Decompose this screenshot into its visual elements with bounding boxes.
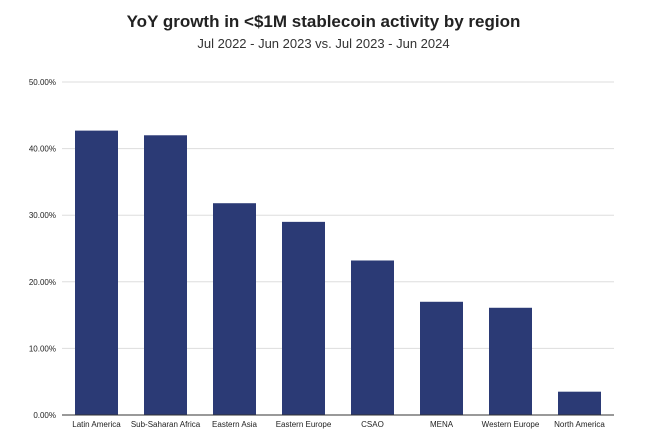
bar	[144, 135, 187, 415]
x-tick-label: Eastern Europe	[276, 420, 332, 429]
y-tick-label: 40.00%	[29, 145, 56, 154]
chart-subtitle: Jul 2022 - Jun 2023 vs. Jul 2023 - Jun 2…	[197, 36, 450, 51]
y-tick-label: 0.00%	[33, 411, 56, 420]
y-axis: 0.00% 10.00% 20.00% 30.00% 40.00% 50.00%	[29, 78, 56, 420]
x-tick-label: Western Europe	[482, 420, 540, 429]
x-tick-label: Sub-Saharan Africa	[131, 420, 201, 429]
x-tick-label: CSAO	[361, 420, 384, 429]
x-tick-label: MENA	[430, 420, 454, 429]
y-tick-label: 30.00%	[29, 211, 56, 220]
x-tick-label: Eastern Asia	[212, 420, 257, 429]
x-tick-label: Latin America	[72, 420, 121, 429]
y-tick-label: 20.00%	[29, 278, 56, 287]
bar	[75, 130, 118, 416]
y-tick-label: 10.00%	[29, 344, 56, 353]
x-axis: Latin America Sub-Saharan Africa Eastern A…	[62, 414, 614, 429]
x-tick-label: North America	[554, 420, 605, 429]
y-tick-label: 50.00%	[29, 78, 56, 87]
bar	[489, 307, 532, 415]
bar	[213, 203, 256, 415]
bar	[420, 301, 463, 415]
bar	[351, 260, 394, 415]
chart-title: YoY growth in <$1M stablecoin activity b…	[126, 12, 521, 31]
bar	[558, 391, 601, 415]
bars	[75, 130, 601, 416]
bar	[282, 221, 325, 415]
